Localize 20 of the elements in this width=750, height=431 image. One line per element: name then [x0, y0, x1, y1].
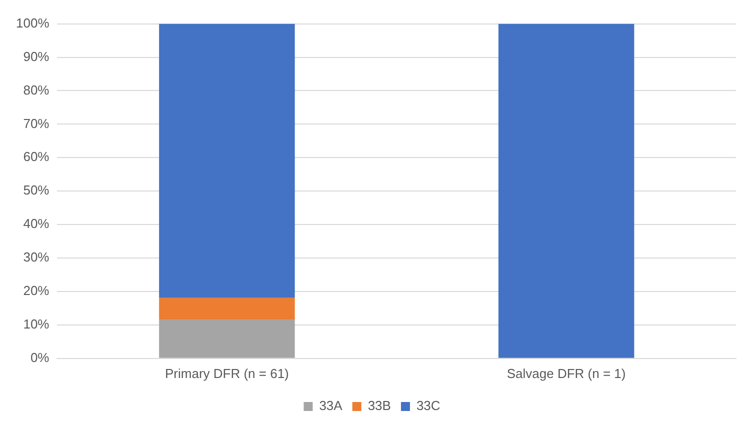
- y-tick-label: 50%: [23, 182, 50, 198]
- bar: [159, 320, 295, 358]
- y-tick-label: 70%: [23, 116, 50, 131]
- y-tick-label: 90%: [23, 48, 50, 64]
- y-tick-label: 0%: [30, 350, 50, 365]
- x-tick-label: Primary DFR (n = 61): [164, 366, 289, 381]
- y-tick-label: 80%: [23, 82, 50, 98]
- y-tick-label: 100%: [16, 15, 50, 30]
- bar: [159, 24, 295, 298]
- y-tick-label: 10%: [23, 316, 50, 332]
- legend-label: 33C: [416, 398, 440, 414]
- y-tick-label: 40%: [23, 216, 50, 232]
- y-tick-label: 20%: [23, 283, 50, 298]
- legend-label: 33B: [368, 398, 391, 414]
- bar: [498, 24, 634, 358]
- legend-label: 33A: [319, 398, 343, 414]
- y-tick-label: 30%: [23, 250, 50, 265]
- y-tick-label: 60%: [23, 149, 50, 164]
- x-tick-label: Salvage DFR (n = 1): [506, 366, 626, 381]
- bar: [159, 298, 295, 320]
